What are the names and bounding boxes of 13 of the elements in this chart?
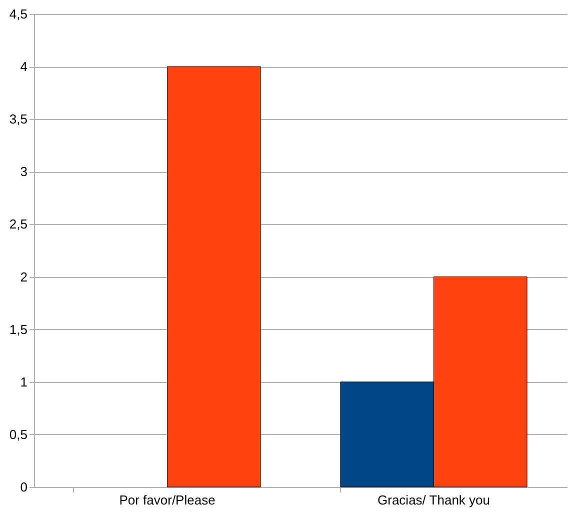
y-tick-label: 2,5 (9, 216, 28, 232)
y-tick-label: 3,5 (9, 112, 28, 127)
x-tick-label: Por favor/Please (119, 492, 216, 508)
y-tick-label: 0,5 (9, 426, 28, 442)
y-tick-label: 0 (20, 480, 28, 494)
y-tick-label: 2 (20, 269, 28, 284)
y-tick-label: 4,5 (9, 6, 28, 22)
x-tick-label: Gracias/ Thank you (378, 492, 490, 508)
y-tick-label: 4 (20, 59, 28, 74)
y-tick-label: 1,5 (9, 322, 28, 337)
y-tick-label: 1 (20, 374, 28, 390)
y-tick-label: 3 (20, 164, 28, 180)
bar (167, 66, 261, 488)
